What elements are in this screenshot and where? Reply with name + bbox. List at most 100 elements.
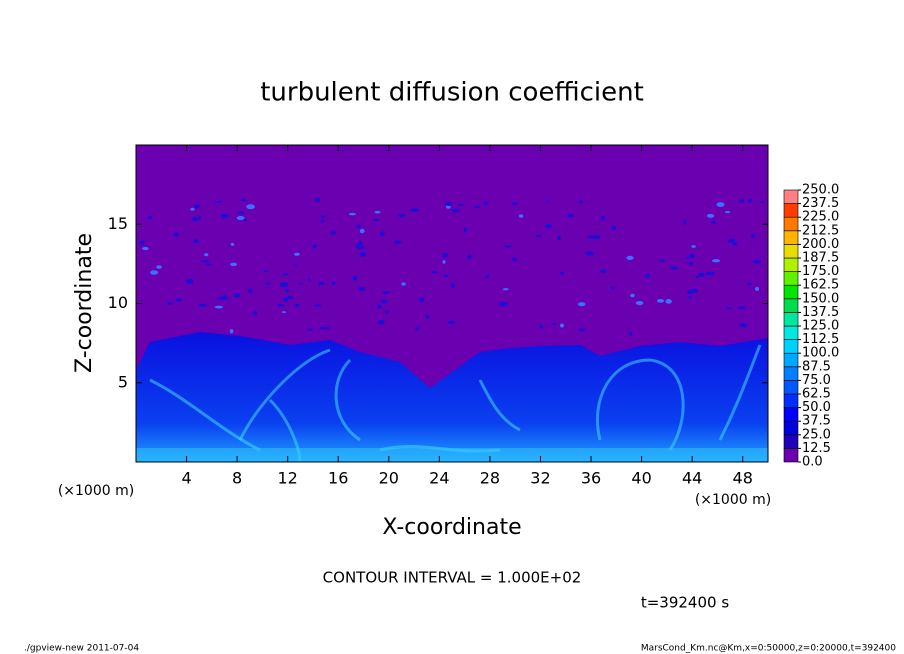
- eddy: [286, 295, 294, 300]
- x-tick-label: 40: [631, 469, 651, 488]
- surface-layer: [136, 448, 768, 462]
- eddy: [320, 219, 325, 223]
- colorbar-segment: [783, 393, 799, 408]
- x-tick-label: 16: [328, 469, 348, 488]
- eddy: [377, 320, 385, 325]
- eddy: [293, 264, 297, 267]
- y-tick-label: 10: [108, 293, 128, 312]
- eddy: [430, 271, 438, 274]
- eddy: [230, 242, 235, 246]
- eddy: [175, 298, 182, 302]
- eddy: [630, 293, 635, 298]
- colorbar-label: 100.0: [802, 346, 839, 361]
- eddy: [539, 324, 543, 329]
- colorbar-segment: [783, 325, 799, 340]
- eddy: [706, 213, 715, 218]
- eddy: [442, 252, 448, 258]
- x-axis-label: X-coordinate: [382, 515, 521, 540]
- eddy: [425, 315, 430, 319]
- y-tick-label: 5: [118, 372, 128, 391]
- eddy: [711, 220, 716, 225]
- eddy: [688, 261, 694, 266]
- x-tick-label: 24: [429, 469, 449, 488]
- eddy: [190, 207, 195, 211]
- eddy: [600, 269, 607, 274]
- eddy: [263, 270, 268, 273]
- eddy: [695, 275, 699, 278]
- eddy: [194, 204, 200, 209]
- eddy: [659, 259, 666, 263]
- chart-title: turbulent diffusion coefficient: [260, 78, 644, 108]
- eddy: [236, 216, 245, 221]
- eddy: [410, 208, 420, 213]
- eddy: [463, 227, 468, 233]
- eddy: [760, 200, 764, 204]
- eddy: [229, 329, 234, 334]
- eddy: [252, 311, 258, 316]
- eddy: [330, 230, 337, 235]
- eddy: [445, 205, 451, 209]
- colorbar-segment: [783, 257, 799, 272]
- eddy: [239, 198, 247, 202]
- eddy: [504, 245, 512, 248]
- eddy: [382, 291, 390, 294]
- eddy: [374, 210, 381, 214]
- eddy: [283, 272, 289, 276]
- x-tick-label: 36: [581, 469, 601, 488]
- colorbar-segment: [783, 407, 799, 422]
- contour-note: CONTOUR INTERVAL = 1.000E+02: [323, 569, 582, 587]
- eddy: [485, 274, 489, 279]
- eddy: [656, 298, 665, 303]
- x-tick-label: 32: [530, 469, 550, 488]
- eddy: [748, 198, 752, 203]
- colorbar-label: 75.0: [802, 373, 831, 388]
- eddy: [502, 288, 509, 291]
- colorbar-segment: [783, 339, 799, 354]
- eddy: [726, 307, 733, 310]
- eddy: [314, 197, 321, 203]
- eddy: [737, 306, 747, 310]
- eddy: [230, 262, 238, 267]
- eddy: [321, 215, 326, 218]
- eddy: [559, 272, 564, 275]
- eddy: [739, 323, 748, 328]
- x-tick-label: 8: [232, 469, 242, 488]
- eddy: [214, 201, 223, 204]
- colorbar-label: 150.0: [802, 291, 839, 306]
- eddy: [544, 224, 553, 229]
- eddy: [711, 259, 721, 263]
- eddy: [511, 257, 518, 262]
- eddy: [628, 332, 633, 336]
- eddy: [358, 286, 365, 291]
- turbulent-layer: [136, 332, 768, 462]
- eddy: [307, 278, 311, 282]
- colorbar-label: 137.5: [802, 305, 839, 320]
- eddy: [359, 252, 367, 257]
- colorbar-label: 125.0: [802, 319, 839, 334]
- eddy: [738, 199, 745, 203]
- eddy: [689, 254, 696, 259]
- eddy: [220, 213, 229, 219]
- eddy: [751, 233, 755, 238]
- eddy: [467, 254, 472, 260]
- colorbar-segment: [783, 203, 799, 218]
- eddy: [556, 235, 561, 241]
- colorbar-segment: [783, 352, 799, 368]
- colorbar-segment: [783, 420, 799, 436]
- eddy: [587, 235, 597, 239]
- colorbar-segment: [783, 216, 799, 232]
- eddy: [193, 239, 199, 244]
- colorbar-label: 225.0: [802, 210, 839, 225]
- eddy: [753, 259, 762, 264]
- y-axis-label: Z-coordinate: [72, 233, 97, 373]
- eddy: [380, 299, 389, 304]
- eddy: [445, 201, 452, 207]
- eddy: [265, 282, 270, 286]
- eddy: [166, 302, 173, 305]
- eddy: [281, 311, 286, 314]
- eddy: [727, 238, 736, 243]
- eddy: [474, 205, 480, 209]
- eddy: [552, 322, 556, 326]
- colorbar-segment: [783, 271, 799, 286]
